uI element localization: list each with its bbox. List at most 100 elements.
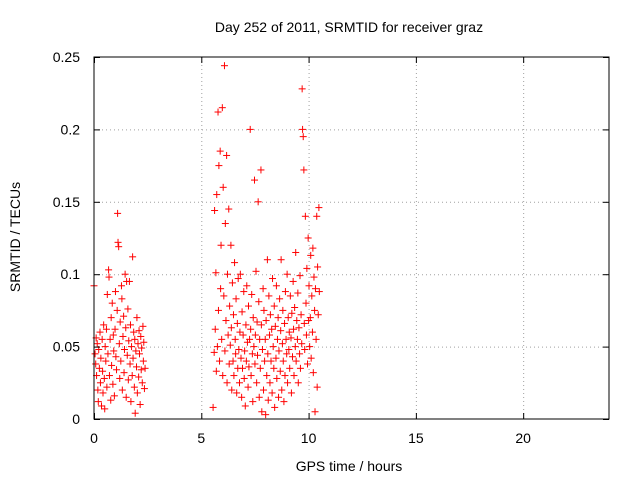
- y-tick-labels: 0 0.05 0.1 0.15 0.2 0.25: [53, 49, 80, 427]
- data-point: [247, 372, 255, 380]
- data-point: [287, 334, 295, 342]
- data-point: [272, 282, 280, 290]
- data-point: [115, 340, 123, 348]
- data-point: [218, 104, 226, 112]
- data-point: [223, 270, 231, 278]
- data-point: [249, 398, 257, 406]
- data-point: [230, 372, 238, 380]
- data-point: [132, 347, 140, 355]
- data-point: [120, 345, 128, 353]
- data-point: [265, 292, 273, 300]
- data-point: [275, 393, 283, 401]
- data-point: [307, 354, 315, 362]
- data-point: [115, 243, 123, 251]
- data-point: [117, 282, 125, 290]
- data-point: [257, 166, 265, 174]
- data-point: [131, 409, 139, 417]
- data-point: [134, 340, 142, 348]
- data-point: [253, 318, 261, 326]
- data-point: [314, 263, 322, 271]
- data-point: [215, 162, 223, 170]
- data-point: [271, 403, 279, 411]
- data-point: [235, 379, 243, 387]
- data-point: [258, 408, 266, 416]
- data-point: [249, 314, 257, 322]
- data-point: [231, 335, 239, 343]
- data-point: [214, 306, 222, 314]
- data-point: [109, 331, 117, 339]
- data-point: [289, 277, 297, 285]
- data-point: [110, 392, 118, 400]
- data-point: [245, 302, 252, 310]
- data-point: [121, 270, 129, 278]
- data-point: [313, 383, 321, 391]
- data-point: [305, 282, 313, 290]
- data-point: [254, 351, 262, 359]
- data-point: [116, 374, 124, 382]
- data-point: [291, 304, 299, 312]
- data-point: [312, 335, 320, 343]
- grid-lines: [94, 57, 609, 419]
- data-point: [220, 292, 228, 300]
- data-point: [116, 318, 124, 326]
- data-point: [241, 402, 249, 410]
- data-point: [276, 367, 284, 375]
- data-point: [302, 299, 310, 307]
- data-point: [277, 327, 285, 335]
- data-point: [219, 183, 227, 191]
- data-point: [284, 379, 292, 387]
- data-point: [299, 125, 307, 133]
- data-point: [106, 335, 114, 343]
- data-point: [260, 386, 268, 394]
- data-point: [248, 290, 256, 298]
- data-point: [137, 366, 145, 374]
- data-point: [295, 324, 303, 332]
- data-point: [105, 372, 113, 380]
- data-point: [113, 306, 121, 314]
- chart-title: Day 252 of 2011, SRMTID for receiver gra…: [215, 19, 483, 35]
- data-point: [234, 275, 242, 283]
- data-point: [279, 306, 287, 314]
- data-point: [94, 398, 102, 406]
- data-point: [123, 351, 131, 359]
- data-point: [246, 335, 254, 343]
- data-point: [228, 279, 236, 287]
- data-point: [283, 350, 291, 358]
- data-point: [140, 338, 148, 346]
- x-tick-label: 15: [408, 430, 424, 446]
- data-point: [238, 364, 246, 372]
- data-point: [286, 292, 294, 300]
- data-point: [273, 335, 281, 343]
- data-point: [91, 350, 99, 358]
- data-point: [255, 393, 263, 401]
- data-point: [267, 357, 275, 365]
- data-point: [101, 343, 109, 351]
- data-point: [213, 191, 221, 199]
- data-point: [270, 302, 278, 310]
- data-point: [125, 277, 133, 285]
- data-point: [213, 343, 221, 351]
- data-point: [240, 288, 248, 296]
- data-point: [217, 241, 225, 249]
- data-point: [223, 379, 231, 387]
- data-point: [101, 405, 109, 413]
- data-point: [125, 337, 133, 345]
- data-point: [232, 350, 240, 358]
- data-point: [242, 321, 250, 329]
- axis-ticks: [94, 57, 609, 420]
- data-point: [103, 290, 111, 298]
- data-point: [141, 364, 149, 372]
- data-point: [258, 345, 266, 353]
- data-point: [251, 331, 259, 339]
- y-axis-label: SRMTID / TECUs: [7, 182, 23, 292]
- data-point: [309, 244, 317, 252]
- data-point: [304, 360, 312, 368]
- data-point: [118, 295, 126, 303]
- data-point: [304, 234, 312, 242]
- data-point: [286, 364, 294, 372]
- data-point: [223, 151, 231, 159]
- data-point: [270, 364, 278, 372]
- data-point: [262, 317, 270, 325]
- data-points: [90, 62, 323, 419]
- data-point: [268, 389, 276, 397]
